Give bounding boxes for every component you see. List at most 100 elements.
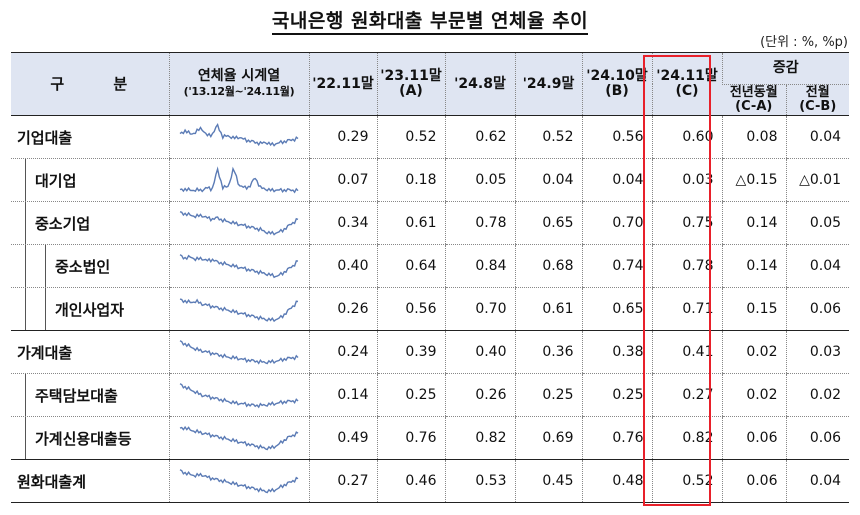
change-mom-corporate: 0.04 — [785, 115, 850, 159]
row-label-household-credit: 가계신용대출등 — [11, 416, 169, 460]
change-yoy-household-credit: 0.06 — [721, 416, 786, 460]
value-sole-proprietor-2409: 0.61 — [514, 287, 582, 331]
value-sme-2211: 0.34 — [308, 201, 377, 245]
value-total-krw-2311: 0.46 — [376, 459, 445, 503]
value-total-krw-2410: 0.48 — [581, 459, 652, 503]
sparkline-mortgage — [168, 373, 309, 417]
unit-label: (단위 : %, %p) — [760, 35, 848, 50]
table-row-sme: 중소기업 0.34 0.61 0.78 0.65 0.70 0.75 0.14 0.05 — [11, 201, 850, 245]
row-label-large-corp: 대기업 — [11, 158, 169, 202]
value-mortgage-2311: 0.25 — [376, 373, 445, 417]
row-label-corporate: 기업대출 — [11, 115, 169, 159]
sparkline-total-krw — [168, 459, 309, 503]
value-household-2211: 0.24 — [308, 330, 377, 374]
value-sme-2408: 0.78 — [444, 201, 515, 245]
value-corporate-2409: 0.52 — [514, 115, 582, 159]
change-mom-sole-proprietor: 0.06 — [785, 287, 850, 331]
header-change: 증감 — [721, 52, 850, 85]
value-mortgage-2211: 0.14 — [308, 373, 377, 417]
header-col-2409: '24.9말 — [514, 52, 582, 116]
value-large-corp-2408: 0.05 — [444, 158, 515, 202]
change-mom-household-credit: 0.06 — [785, 416, 850, 460]
value-mortgage-2411: 0.27 — [651, 373, 722, 417]
value-total-krw-2411: 0.52 — [651, 459, 722, 503]
value-sme-corp-2411: 0.78 — [651, 244, 722, 288]
sparkline-path — [179, 340, 299, 365]
header-series: 연체율 시계열 ('13.12월~'24.11월) — [168, 52, 309, 116]
sparkline-path — [179, 298, 299, 323]
value-household-credit-2408: 0.82 — [444, 416, 515, 460]
value-household-2408: 0.40 — [444, 330, 515, 374]
header-col-2311: '23.11말 (A) — [376, 52, 445, 116]
header-col-2408: '24.8말 — [444, 52, 515, 116]
value-sme-2311: 0.61 — [376, 201, 445, 245]
table-row-household: 가계대출 0.24 0.39 0.40 0.36 0.38 0.41 0.02 0.03 — [11, 330, 850, 374]
header-change-mom: 전월 (C-B) — [785, 84, 850, 116]
sparkline-sme-corp — [168, 244, 309, 288]
value-sole-proprietor-2411: 0.71 — [651, 287, 722, 331]
change-mom-sme: 0.05 — [785, 201, 850, 245]
row-label-mortgage: 주택담보대출 — [11, 373, 169, 417]
change-yoy-mortgage: 0.02 — [721, 373, 786, 417]
sparkline-sme — [168, 201, 309, 245]
sparkline-path — [179, 425, 299, 451]
value-sme-2411: 0.75 — [651, 201, 722, 245]
value-large-corp-2211: 0.07 — [308, 158, 377, 202]
value-household-2409: 0.36 — [514, 330, 582, 374]
change-yoy-household: 0.02 — [721, 330, 786, 374]
row-label-sole-proprietor: 개인사업자 — [11, 287, 169, 331]
sparkline-large-corp — [168, 158, 309, 202]
table-row-total-krw: 원화대출계 0.27 0.46 0.53 0.45 0.48 0.52 0.06 0.04 — [11, 459, 850, 503]
value-large-corp-2311: 0.18 — [376, 158, 445, 202]
table-row-sole-proprietor: 개인사업자 0.26 0.56 0.70 0.61 0.65 0.71 0.15 0.06 — [11, 287, 850, 331]
value-large-corp-2411: 0.03 — [651, 158, 722, 202]
sparkline-path — [179, 211, 299, 236]
sparkline-path — [179, 383, 299, 409]
row-label-sme-corp: 중소법인 — [11, 244, 169, 288]
sparkline-path — [179, 469, 299, 494]
change-yoy-total-krw: 0.06 — [721, 459, 786, 503]
sparkline-path — [179, 254, 299, 279]
row-label-sme: 중소기업 — [11, 201, 169, 245]
value-household-credit-2409: 0.69 — [514, 416, 582, 460]
value-sole-proprietor-2311: 0.56 — [376, 287, 445, 331]
table-row-mortgage: 주택담보대출 0.14 0.25 0.26 0.25 0.25 0.27 0.02 0.02 — [11, 373, 850, 417]
value-mortgage-2409: 0.25 — [514, 373, 582, 417]
value-sme-corp-2408: 0.84 — [444, 244, 515, 288]
change-yoy-corporate: 0.08 — [721, 115, 786, 159]
change-mom-large-corp: △0.01 — [785, 158, 850, 202]
value-sole-proprietor-2408: 0.70 — [444, 287, 515, 331]
value-household-2411: 0.41 — [651, 330, 722, 374]
value-household-2311: 0.39 — [376, 330, 445, 374]
value-sole-proprietor-2410: 0.65 — [581, 287, 652, 331]
value-sme-2410: 0.70 — [581, 201, 652, 245]
change-mom-sme-corp: 0.04 — [785, 244, 850, 288]
change-mom-total-krw: 0.04 — [785, 459, 850, 503]
value-sme-corp-2311: 0.64 — [376, 244, 445, 288]
value-sole-proprietor-2211: 0.26 — [308, 287, 377, 331]
value-corporate-2311: 0.52 — [376, 115, 445, 159]
value-corporate-2408: 0.62 — [444, 115, 515, 159]
sparkline-household — [168, 330, 309, 374]
value-total-krw-2408: 0.53 — [444, 459, 515, 503]
sparkline-corporate — [168, 115, 309, 159]
change-yoy-large-corp: △0.15 — [721, 158, 786, 202]
change-yoy-sme: 0.14 — [721, 201, 786, 245]
value-corporate-2410: 0.56 — [581, 115, 652, 159]
table-row-large-corp: 대기업 0.07 0.18 0.05 0.04 0.04 0.03 △0.15 △0.01 — [11, 158, 850, 202]
header-category: 구 분 — [11, 52, 169, 116]
value-large-corp-2409: 0.04 — [514, 158, 582, 202]
row-label-household: 가계대출 — [11, 330, 169, 374]
value-total-krw-2409: 0.45 — [514, 459, 582, 503]
value-household-credit-2410: 0.76 — [581, 416, 652, 460]
value-corporate-2211: 0.29 — [308, 115, 377, 159]
value-mortgage-2408: 0.26 — [444, 373, 515, 417]
header-col-2211: '22.11말 — [308, 52, 377, 116]
value-total-krw-2211: 0.27 — [308, 459, 377, 503]
value-corporate-2411: 0.60 — [651, 115, 722, 159]
value-sme-2409: 0.65 — [514, 201, 582, 245]
value-large-corp-2410: 0.04 — [581, 158, 652, 202]
change-yoy-sole-proprietor: 0.15 — [721, 287, 786, 331]
value-household-credit-2311: 0.76 — [376, 416, 445, 460]
value-sme-corp-2410: 0.74 — [581, 244, 652, 288]
